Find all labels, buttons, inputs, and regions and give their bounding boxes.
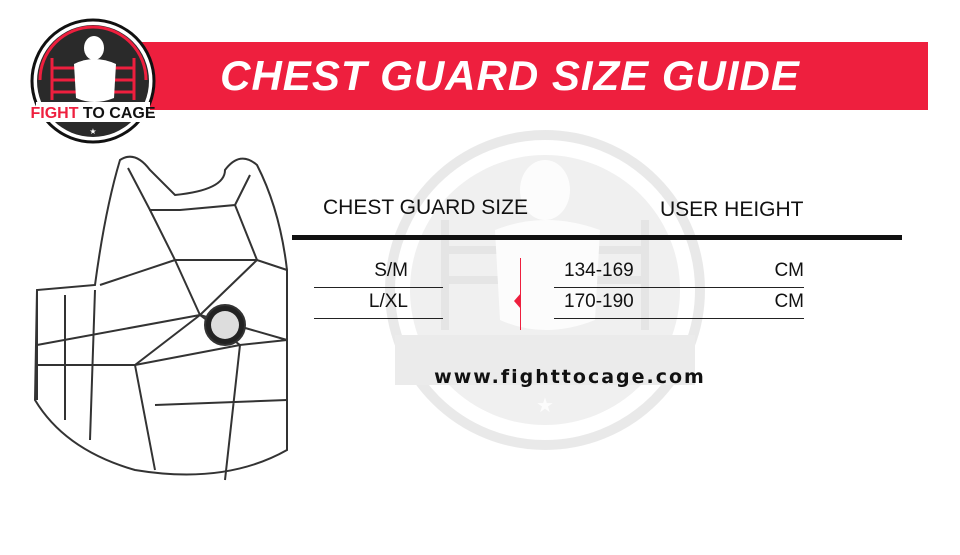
separator-pointer <box>514 293 521 309</box>
size-cell: S/M <box>314 256 443 288</box>
title-banner <box>120 42 928 110</box>
chest-guard-illustration <box>33 155 288 481</box>
size-cell: L/XL <box>314 287 443 319</box>
header-divider <box>292 235 902 240</box>
svg-text:FIGHT TO CAGE: FIGHT TO CAGE <box>30 105 155 122</box>
fight-to-cage-logo: FIGHT TO CAGE ★ <box>30 18 156 144</box>
column-header-height: USER HEIGHT <box>660 198 804 221</box>
height-range: 134-169 <box>564 260 634 281</box>
height-range: 170-190 <box>564 291 634 312</box>
logo-watermark: ★ <box>385 130 705 450</box>
height-unit: CM <box>774 291 804 312</box>
height-unit: CM <box>774 260 804 281</box>
svg-text:★: ★ <box>536 393 554 417</box>
website-url: www.fighttocage.com <box>434 366 706 388</box>
page-title: CHEST GUARD SIZE GUIDE <box>220 52 800 99</box>
svg-text:★: ★ <box>89 127 96 136</box>
column-header-size: CHEST GUARD SIZE <box>323 196 528 219</box>
height-cell: 134-169 CM <box>554 256 804 288</box>
height-cell: 170-190 CM <box>554 287 804 319</box>
